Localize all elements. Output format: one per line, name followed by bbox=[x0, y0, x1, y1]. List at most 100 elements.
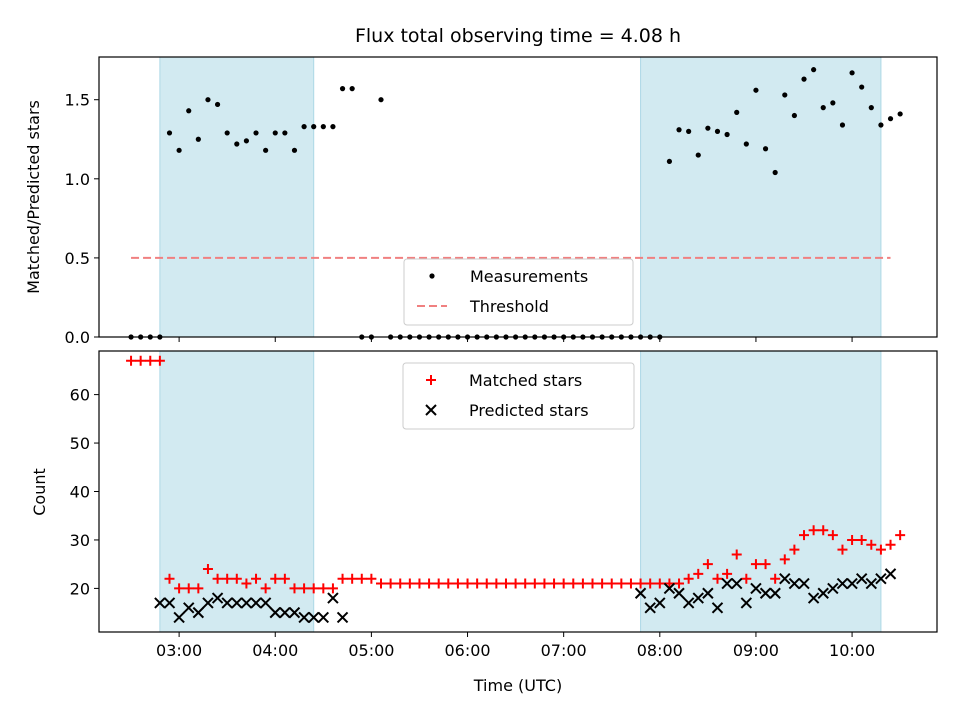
measurement-point bbox=[686, 128, 692, 134]
predicted-star-point bbox=[240, 597, 253, 609]
matched-star-point bbox=[625, 578, 636, 589]
ratio-y-ticks: 0.0 0.5 1.0 1.5 bbox=[65, 91, 99, 347]
measurement-point bbox=[830, 100, 836, 106]
measurement-point bbox=[282, 130, 288, 136]
matched-star-point bbox=[779, 554, 790, 565]
count-series bbox=[126, 355, 906, 624]
predicted-star-point bbox=[884, 568, 897, 580]
predicted-star-point bbox=[769, 587, 781, 599]
matched-star-point bbox=[472, 578, 483, 589]
predicted-star-point bbox=[875, 572, 887, 585]
matched-star-point bbox=[597, 578, 608, 589]
predicted-star-point bbox=[183, 602, 195, 614]
predicted-star-point bbox=[288, 606, 301, 619]
y-tick-label: 1.5 bbox=[65, 91, 90, 110]
matched-star-point bbox=[500, 578, 511, 589]
predicted-star-point bbox=[154, 597, 166, 609]
matched-star-point bbox=[395, 578, 406, 589]
y-tick-label: 30 bbox=[70, 531, 90, 550]
matched-star-point bbox=[299, 583, 310, 594]
measurement-point bbox=[263, 147, 269, 153]
measurement-point bbox=[176, 147, 182, 153]
predicted-star-point bbox=[259, 597, 272, 609]
matched-star-point bbox=[827, 530, 838, 541]
measurement-point bbox=[887, 116, 894, 122]
predicted-star-point bbox=[279, 606, 291, 619]
matched-star-point bbox=[327, 583, 338, 594]
measurement-point bbox=[166, 130, 173, 136]
matched-star-point bbox=[866, 539, 877, 550]
matched-star-point bbox=[635, 578, 646, 589]
matched-star-point bbox=[404, 578, 415, 589]
predicted-star-point bbox=[202, 597, 214, 609]
matched-star-point bbox=[568, 578, 579, 589]
predicted-star-point bbox=[307, 611, 320, 624]
predicted-star-point bbox=[855, 572, 868, 585]
predicted-star-point bbox=[336, 611, 349, 624]
matched-star-point bbox=[452, 578, 463, 589]
predicted-star-point bbox=[250, 597, 262, 609]
measurement-point bbox=[330, 124, 336, 130]
matched-star-point bbox=[433, 578, 444, 589]
predicted-star-point bbox=[798, 577, 810, 590]
matched-star-point bbox=[683, 573, 694, 584]
measurement-point bbox=[859, 84, 865, 90]
measurement-point bbox=[782, 92, 788, 98]
measurement-point bbox=[762, 146, 769, 152]
predicted-star-point bbox=[644, 602, 656, 614]
measurement-point bbox=[339, 86, 346, 92]
legend-label: Threshold bbox=[469, 297, 549, 316]
predicted-star-point bbox=[750, 582, 762, 595]
measurement-point bbox=[811, 67, 817, 73]
predicted-star-point bbox=[846, 577, 858, 590]
matched-star-point bbox=[654, 578, 665, 589]
matched-star-point bbox=[529, 578, 540, 589]
matched-star-point bbox=[722, 568, 733, 579]
matched-star-point bbox=[443, 578, 454, 589]
observing-window-1 bbox=[159, 350, 315, 633]
x-tick-label: 04:00 bbox=[252, 641, 298, 660]
matched-star-point bbox=[799, 530, 810, 541]
legend-box bbox=[402, 362, 635, 430]
predicted-star-point bbox=[221, 597, 233, 609]
measurement-point bbox=[301, 124, 307, 130]
measurement-point bbox=[243, 138, 250, 144]
matched-star-point bbox=[674, 578, 685, 589]
measurement-point bbox=[801, 76, 807, 82]
matched-star-point bbox=[702, 559, 713, 570]
matched-star-point bbox=[837, 544, 848, 555]
matched-star-point bbox=[481, 578, 492, 589]
matched-star-point bbox=[856, 534, 867, 545]
measurement-point bbox=[724, 131, 730, 138]
matched-star-point bbox=[260, 583, 271, 594]
x-axis-label: Time (UTC) bbox=[473, 676, 562, 695]
predicted-star-point bbox=[654, 597, 666, 609]
measurement-point bbox=[705, 125, 711, 131]
matched-star-point bbox=[212, 573, 223, 584]
y-tick-label: 50 bbox=[70, 434, 90, 453]
matched-star-point bbox=[251, 573, 262, 584]
matched-star-point bbox=[587, 578, 598, 589]
predicted-star-point bbox=[731, 577, 743, 590]
measurement-point bbox=[272, 130, 278, 136]
matched-star-point bbox=[510, 578, 521, 589]
matched-star-point bbox=[818, 525, 829, 536]
matched-star-point bbox=[231, 573, 242, 584]
legend-label: Measurements bbox=[470, 267, 588, 286]
measurement-point bbox=[791, 112, 797, 119]
measurement-point bbox=[714, 128, 721, 134]
matched-star-point bbox=[577, 578, 588, 589]
matched-star-point bbox=[222, 573, 233, 584]
measurement-point bbox=[186, 108, 192, 114]
matched-star-point bbox=[289, 583, 300, 594]
predicted-star-point bbox=[779, 572, 791, 585]
predicted-star-point bbox=[327, 592, 339, 604]
legend-label: Matched stars bbox=[469, 371, 582, 390]
matched-star-point bbox=[347, 573, 358, 584]
predicted-star-point bbox=[192, 606, 205, 619]
matched-star-point bbox=[279, 573, 290, 584]
count-x-ticks: 03:00 04:00 05:00 06:00 07:00 08:00 09:00 10:00 bbox=[156, 632, 875, 660]
matched-star-point bbox=[558, 578, 569, 589]
predicted-star-point bbox=[211, 592, 224, 604]
predicted-star-point bbox=[317, 611, 330, 624]
